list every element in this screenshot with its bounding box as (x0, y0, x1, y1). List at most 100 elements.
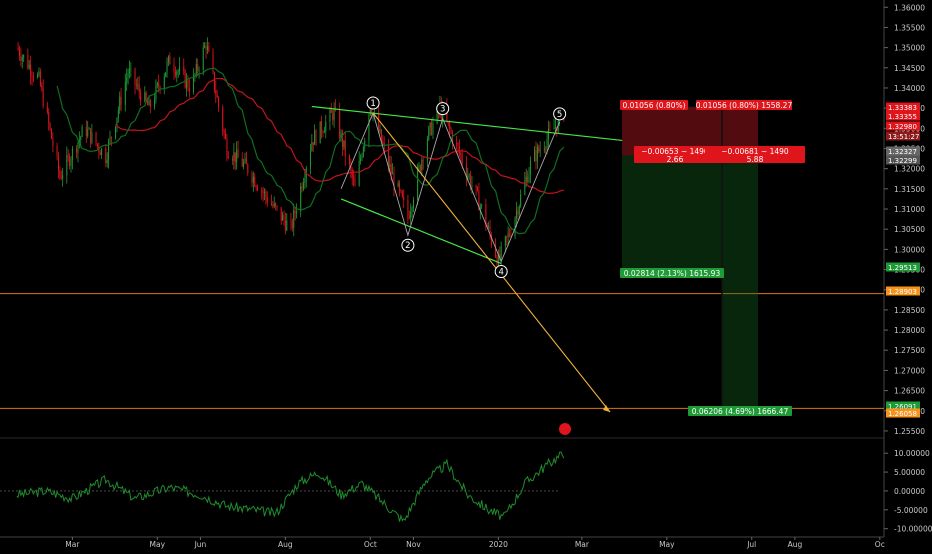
candle-body (21, 57, 23, 61)
candle-body (176, 71, 178, 76)
candle-body (198, 70, 200, 71)
candle-body (39, 71, 41, 86)
candle-body (280, 207, 282, 221)
wave-label-circle (494, 264, 508, 278)
price-tick-label: 1.30500 (894, 225, 925, 234)
candle-body (358, 160, 360, 186)
candle-body (319, 121, 321, 144)
position-pnl-label: 5.88 (747, 155, 764, 164)
candle-body (173, 64, 175, 72)
candle-body (147, 100, 149, 106)
position-reward-label: 0.02814 (2.13%) 1615.93 (624, 269, 721, 278)
candle-body (237, 149, 239, 159)
price-tag: 1.26058 (888, 410, 917, 418)
candle-body (212, 51, 214, 72)
price-tag-bg (886, 121, 920, 131)
candle-body (343, 140, 345, 148)
candle-body (80, 136, 82, 140)
candle-body (536, 147, 538, 162)
candle-body (304, 178, 306, 183)
candle-body (517, 210, 519, 215)
price-tick-label: 1.27000 (894, 366, 925, 375)
candle-body (89, 128, 91, 143)
wave-label-circle (366, 96, 380, 110)
candle-body (183, 66, 185, 71)
position-reward-label: 0.06206 (4.69%) 1666.47 (692, 407, 789, 416)
candle-body (30, 64, 32, 76)
wave-label-circle (436, 102, 450, 116)
candle-body (108, 141, 110, 160)
candle-body (380, 129, 382, 142)
candle-body (236, 149, 238, 163)
candle-body (27, 55, 29, 69)
candle-body (137, 84, 139, 86)
candle-body (529, 161, 531, 174)
candle-body (144, 92, 146, 102)
candle-body (515, 210, 517, 219)
price-tag-bg (886, 401, 920, 411)
price-tick-label: 1.34000 (894, 84, 925, 93)
candle-body (59, 170, 61, 178)
candle-body (255, 186, 257, 188)
price-tick-label: 1.35000 (894, 44, 925, 53)
candle-body (91, 132, 93, 143)
candle-body (554, 126, 556, 129)
candle-body (226, 138, 228, 157)
position-target-zone (622, 155, 722, 270)
candle-body (368, 114, 370, 141)
time-tick-label: Mar (575, 540, 590, 549)
candle-body (426, 139, 428, 161)
candle-body (283, 214, 285, 221)
candle-body (407, 200, 409, 218)
candle-body (450, 129, 452, 133)
candle-body (353, 177, 355, 180)
candle-body (309, 150, 311, 169)
candle-body (401, 191, 403, 198)
price-tag: 1.33383 (888, 104, 917, 112)
candle-body (254, 176, 256, 187)
candle-body (41, 85, 43, 89)
candle-body (195, 64, 197, 75)
candle-body (527, 176, 529, 183)
candle-body (475, 185, 477, 188)
candle-body (117, 109, 119, 118)
candle-body (77, 142, 79, 153)
candle-body (301, 186, 303, 189)
upper-trend-line (311, 105, 623, 142)
candle-body (42, 88, 44, 107)
position-risk-label-bg (696, 100, 792, 110)
moving-average-slow (115, 77, 564, 194)
candle-body (525, 176, 527, 182)
candle-body (241, 158, 243, 167)
wave-path (340, 111, 561, 263)
candle-body (134, 68, 136, 85)
candle-body (373, 112, 375, 114)
candle-body (476, 187, 478, 191)
candle-body (66, 155, 68, 176)
candle-body (159, 86, 161, 90)
price-tick-label: 1.36000 (894, 3, 925, 12)
candle-body (524, 181, 526, 195)
candle-body (78, 139, 80, 143)
price-tick-label: 1.35500 (894, 23, 925, 32)
candle-body (215, 89, 217, 96)
price-tick-label: 1.34500 (894, 64, 925, 73)
price-tag: 1.32980 (888, 123, 917, 131)
candle-body (71, 148, 73, 161)
candle-body (67, 155, 69, 157)
candle-body (140, 92, 142, 102)
candle-body (272, 205, 274, 207)
candle-body (315, 130, 317, 144)
candle-body (429, 122, 431, 128)
candle-body (514, 218, 516, 236)
candle-body (57, 156, 59, 171)
moving-average-fast (56, 67, 565, 235)
candle-body (348, 156, 350, 164)
candle-body (223, 130, 225, 134)
projection-arrowhead (603, 405, 610, 412)
candle-body (225, 133, 227, 139)
candle-body (247, 164, 249, 173)
